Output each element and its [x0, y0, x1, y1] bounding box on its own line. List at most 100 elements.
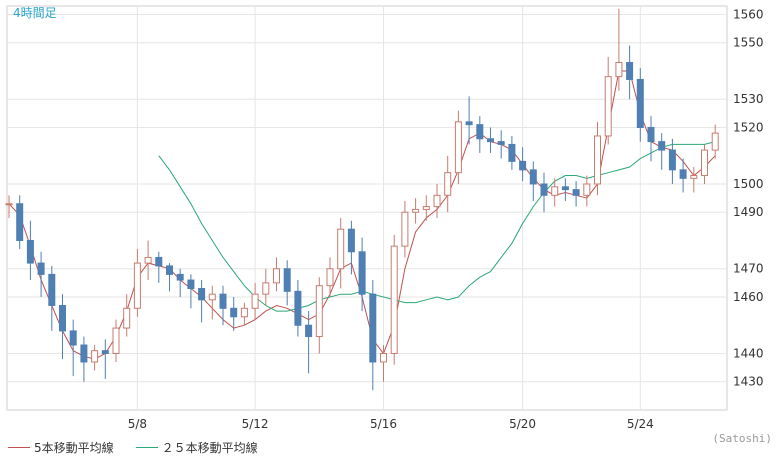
candle-body-down	[101, 350, 109, 354]
candle-body-up	[551, 186, 559, 196]
candle-body-up	[711, 132, 719, 151]
candle	[540, 172, 548, 213]
x-tick-label: 5/8	[128, 417, 147, 431]
candle	[433, 183, 441, 218]
candle-body-up	[583, 183, 591, 196]
legend-swatch-ma5	[8, 447, 30, 448]
candle	[444, 155, 452, 213]
candle-body-down	[626, 62, 634, 80]
candle-body-down	[465, 121, 473, 126]
candle	[144, 240, 152, 281]
candle	[198, 280, 206, 323]
candle-body-down	[529, 169, 537, 185]
candle-body-down	[187, 279, 195, 290]
x-tick-label: 5/12	[242, 417, 269, 431]
candle-body-up	[701, 149, 708, 177]
candle	[658, 133, 666, 170]
candle-body-up	[5, 203, 13, 206]
candle	[26, 220, 34, 281]
candle-body-down	[80, 344, 88, 363]
candle-body-up	[454, 121, 462, 174]
candle	[690, 167, 698, 193]
candle	[487, 127, 494, 153]
candle	[262, 268, 270, 306]
candle	[551, 178, 559, 207]
candle-body-down	[358, 251, 366, 295]
candle	[101, 339, 109, 379]
candle-body-down	[305, 324, 313, 338]
candle	[508, 135, 516, 170]
candle-body-down	[69, 330, 77, 346]
legend: 5本移動平均線 ２５本移動平均線	[8, 439, 258, 456]
candle	[615, 8, 623, 91]
candle	[16, 195, 24, 249]
candle	[59, 294, 66, 360]
candle-body-up	[112, 327, 120, 354]
x-tick-label: 5/16	[370, 417, 397, 431]
candle	[155, 251, 163, 283]
y-tick-label: 1490	[733, 205, 764, 219]
candle	[326, 257, 334, 297]
candle	[465, 96, 473, 145]
legend-label-ma25: ２５本移動平均線	[161, 441, 258, 455]
candle	[679, 158, 687, 193]
candle-body-down	[176, 273, 184, 281]
candle-body-up	[422, 206, 430, 210]
candle-body-down	[540, 183, 548, 196]
candle-body-up	[433, 194, 441, 208]
timeframe-label: 4時間足	[13, 6, 57, 20]
candle-body-up	[604, 76, 612, 137]
candle	[358, 237, 366, 312]
candle-body-up	[615, 62, 623, 78]
candle-body-up	[412, 208, 420, 213]
candle-body-up	[690, 175, 698, 179]
candle-body-up	[91, 350, 99, 363]
legend-swatch-ma25	[135, 447, 158, 448]
candle	[583, 175, 591, 207]
candle	[176, 268, 184, 297]
candle	[636, 68, 644, 142]
candle	[48, 265, 56, 331]
credit-label: (Satoshi)	[712, 432, 772, 445]
candle	[476, 116, 484, 153]
y-tick-label: 1530	[733, 92, 764, 106]
candle	[69, 319, 77, 377]
candle	[315, 277, 323, 354]
candle	[208, 285, 216, 320]
candle-layer	[5, 8, 719, 391]
candle-body-down	[679, 169, 687, 179]
y-tick-label: 1470	[733, 262, 764, 276]
candle-body-down	[369, 293, 377, 363]
candle	[166, 263, 173, 292]
candle	[91, 345, 99, 371]
axis-layer: 1560 1550 1530 1520 1500 1490 1470 1460 1440 1430…	[128, 7, 764, 431]
candle-body-down	[16, 203, 24, 241]
candle-body-down	[561, 186, 569, 191]
candle	[454, 110, 462, 184]
candle	[422, 195, 430, 221]
candle-body-down	[487, 138, 494, 143]
candle	[497, 130, 505, 159]
candle	[251, 282, 259, 320]
candle-body-up	[144, 256, 152, 264]
y-tick-label: 1550	[733, 36, 764, 50]
candle	[529, 161, 537, 201]
candle-body-up	[401, 211, 409, 247]
candle	[369, 280, 377, 391]
candle-body-up	[240, 307, 248, 318]
candle-body-down	[59, 304, 66, 332]
candle-body-down	[283, 268, 291, 292]
candle	[337, 217, 345, 289]
candle	[305, 311, 313, 374]
candle	[230, 296, 238, 331]
candle-body-down	[497, 141, 505, 145]
candle-body-up	[380, 352, 387, 363]
candle	[219, 285, 227, 326]
candle	[240, 302, 248, 326]
candle	[412, 198, 420, 224]
candle-body-up	[123, 307, 131, 329]
y-tick-label: 1430	[733, 375, 764, 389]
candle	[401, 200, 409, 258]
